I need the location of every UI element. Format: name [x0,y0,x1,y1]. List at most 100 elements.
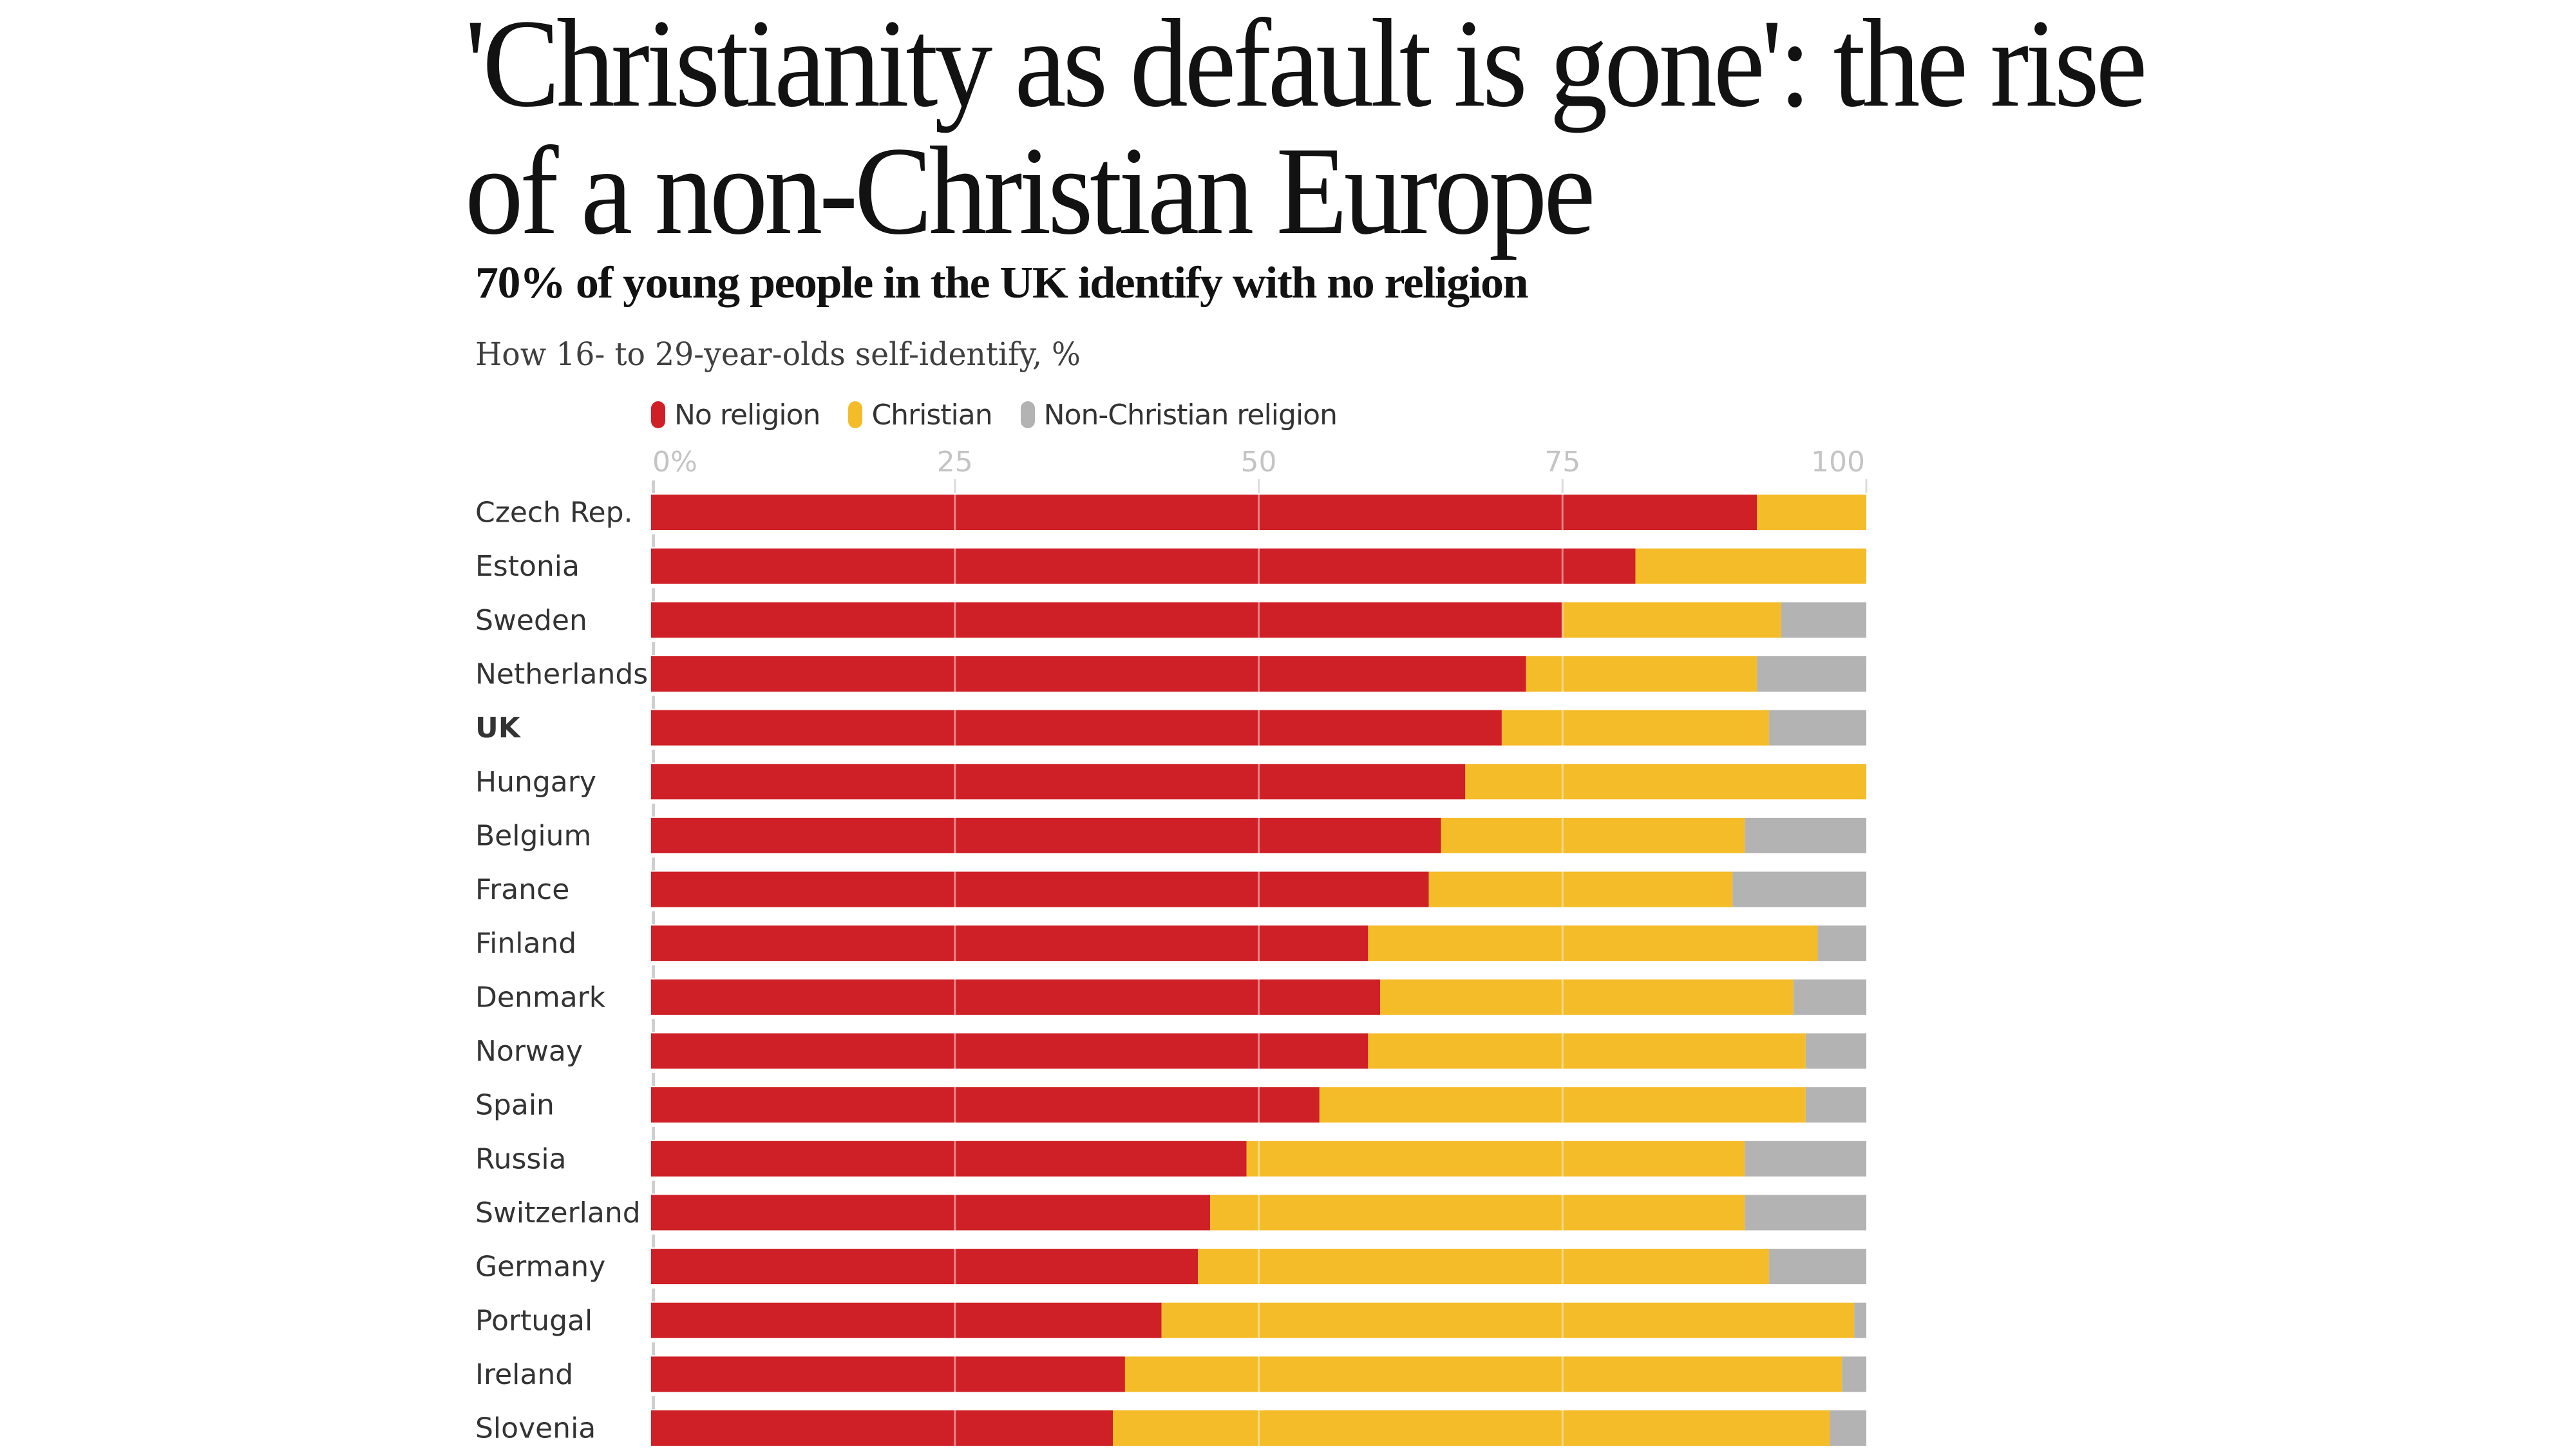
chart-subtitle: How 16- to 29-year-olds self-identify, % [475,336,1081,373]
legend-swatch-christian [848,401,863,428]
category-label: Ireland [475,1358,573,1391]
bar-segment-christian [1368,925,1818,961]
gridline-tick [1865,479,1868,493]
category-label: France [475,873,569,906]
zero-axis-tick [652,965,655,978]
bar-segment-no-religion [651,1249,1198,1285]
zero-axis-tick [652,480,655,493]
zero-axis-tick [652,1126,655,1140]
category-label: Russia [475,1142,567,1175]
bar-segment-no-religion [651,817,1441,853]
bar-segment-christian [1501,710,1770,746]
bar-segment-no-religion [651,1141,1247,1177]
legend-label-non-christian-religion: Non-Christian religion [1043,398,1338,431]
category-label: Sweden [475,604,587,637]
bar-segment-christian [1210,1195,1745,1231]
bar-segment-christian [1757,495,1866,530]
bar-segment-no-religion [651,1356,1125,1392]
category-label: Czech Rep. [475,497,633,529]
headline-line-1: 'Christianity as default is gone': the r… [465,0,2148,133]
bar-segment-non-christian-religion [1854,1302,1866,1338]
gridline [1561,495,1564,1446]
gridline-tick [1258,479,1260,493]
bar-segment-christian [1113,1410,1830,1446]
category-label: Netherlands [475,658,648,690]
bar-segment-christian [1124,1356,1842,1392]
legend-label-christian: Christian [871,398,992,431]
bar-segment-no-religion [651,602,1563,638]
bar-segment-no-religion [651,1410,1113,1446]
bar-segment-no-religion [651,871,1429,907]
zero-axis-tick [652,641,655,655]
x-tick-label: 0% [652,446,697,478]
bar-segment-christian [1368,1033,1806,1069]
headline-line-2: of a non-Christian Europe [465,121,1596,261]
category-label: UK [475,712,522,744]
category-label: Slovenia [475,1412,596,1445]
bar-segment-non-christian-religion [1745,1195,1866,1231]
legend-label-no-religion: No religion [674,398,820,431]
legend-swatch-non-christian-religion [1020,401,1035,428]
category-label: Finland [475,927,576,960]
bar-segment-christian [1465,764,1866,800]
bar-segment-non-christian-religion [1769,710,1866,746]
legend-item-non-christian-religion: Non-Christian religion [1020,398,1338,431]
bar-segment-no-religion [651,548,1636,584]
gridline-tick [954,479,956,493]
bar-segment-non-christian-religion [1805,1033,1866,1069]
bar-segment-non-christian-religion [1842,1356,1866,1392]
bar-segment-no-religion [651,764,1466,800]
zero-axis-tick [652,911,655,925]
bar-segment-non-christian-religion [1817,925,1866,961]
bar-segment-non-christian-religion [1793,979,1866,1015]
chart-title: 70% of young people in the UK identify w… [475,258,1529,308]
bar-segment-christian [1562,602,1781,638]
zero-axis-tick [652,588,655,601]
legend-swatch-no-religion [651,401,665,428]
category-label: Germany [475,1251,605,1283]
zero-axis-tick [652,857,655,871]
bar-segment-christian [1319,1087,1806,1123]
category-label: Estonia [475,550,580,583]
legend-item-christian: Christian [848,398,993,431]
bar-segment-non-christian-religion [1769,1249,1866,1285]
category-label: Norway [475,1035,583,1068]
bar-segment-christian [1161,1302,1855,1338]
zero-axis-tick [652,1180,655,1194]
category-label: Denmark [475,981,606,1014]
bar-segment-non-christian-religion [1732,871,1866,907]
bar-segment-no-religion [651,1302,1162,1338]
x-tick-label: 75 [1544,446,1580,478]
zero-axis-tick [652,803,655,817]
zero-axis-tick [652,1235,655,1248]
bar-segment-no-religion [651,1033,1368,1069]
bar-segment-non-christian-religion [1781,602,1866,638]
gridline-tick [1561,479,1564,493]
chart-legend: No religion Christian Non-Christian reli… [651,394,1365,435]
bar-segment-no-religion [651,656,1526,692]
bar-segment-christian [1246,1141,1745,1177]
zero-axis-tick [652,1396,655,1410]
legend-item-no-religion: No religion [651,399,820,431]
x-tick-label: 100 [1811,446,1865,478]
zero-axis-tick [652,1073,655,1086]
zero-axis-tick [652,750,655,763]
bar-segment-christian [1441,817,1745,853]
bar-segment-no-religion [651,1087,1320,1123]
zero-axis-tick [652,1288,655,1302]
bar-segment-christian [1526,656,1757,692]
bar-segment-christian [1428,871,1733,907]
bar-segment-non-christian-religion [1830,1410,1866,1446]
bar-segment-no-religion [651,495,1757,530]
category-label: Portugal [475,1304,592,1337]
bar-segment-no-religion [651,710,1502,746]
zero-axis-tick [652,534,655,547]
bar-segment-no-religion [651,925,1368,961]
x-tick-label: 25 [937,446,973,478]
bar-segment-non-christian-religion [1745,1141,1866,1177]
category-label: Hungary [475,766,596,799]
bar-segment-no-religion [651,979,1381,1015]
gridline [954,495,956,1446]
zero-axis-tick [652,696,655,709]
